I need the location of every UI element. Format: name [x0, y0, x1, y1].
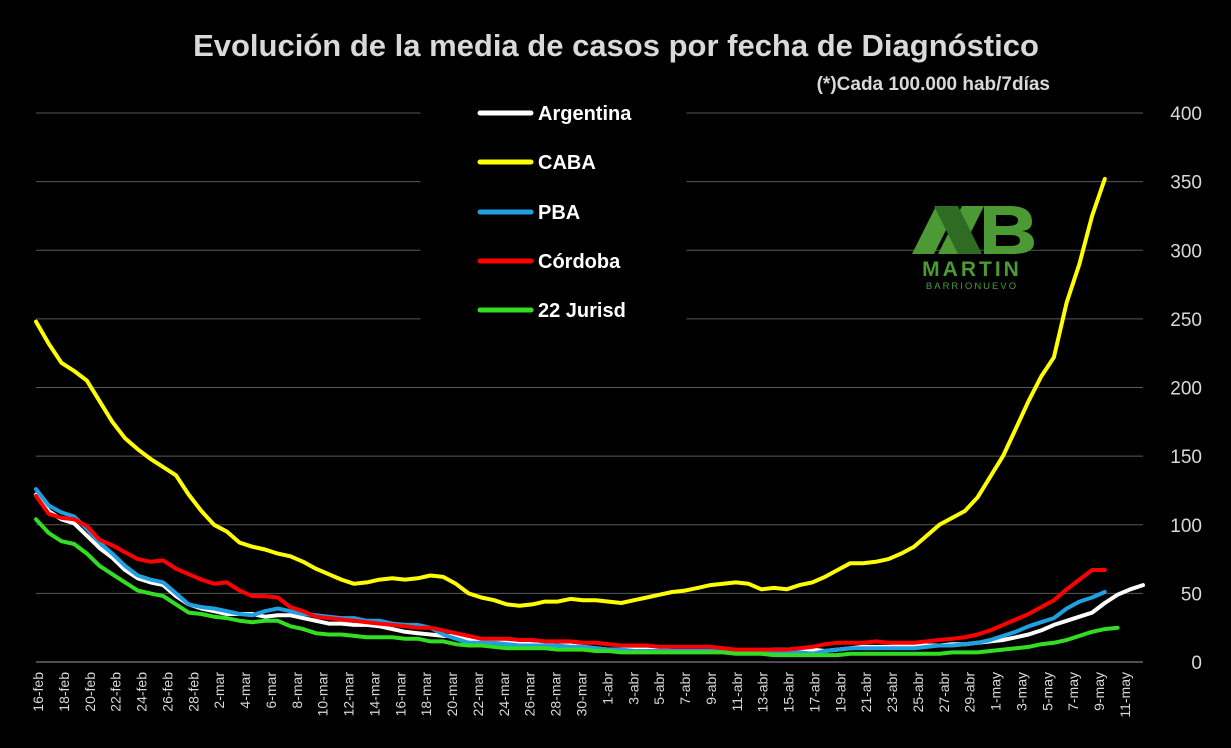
mb-monogram-icon — [912, 206, 1034, 254]
y-tick-label-350: 350 — [1170, 173, 1202, 194]
watermark-name: MARTIN — [922, 258, 1022, 281]
y-tick-label-150: 150 — [1170, 447, 1202, 468]
x-tick-label-8-mar: 8-mar — [289, 672, 305, 709]
x-tick-label-9-may: 9-may — [1091, 672, 1107, 711]
x-tick-label-17-abr: 17-abr — [806, 672, 822, 713]
x-tick-label-3-may: 3-may — [1013, 672, 1029, 711]
x-tick-label-3-abr: 3-abr — [625, 672, 641, 705]
x-tick-label-18-mar: 18-mar — [418, 672, 434, 717]
x-tick-label-4-mar: 4-mar — [237, 672, 253, 709]
y-tick-label-250: 250 — [1170, 310, 1202, 331]
x-tick-label-19-abr: 19-abr — [832, 672, 848, 713]
legend-label-argentina: Argentina — [538, 103, 632, 125]
x-tick-label-14-mar: 14-mar — [366, 672, 382, 717]
x-tick-label-16-mar: 16-mar — [392, 672, 408, 717]
x-tick-label-26-mar: 26-mar — [522, 672, 538, 717]
y-axis-ticks: 0 50 100 150 200 250 300 350 400 — [1170, 104, 1202, 674]
y-tick-label-300: 300 — [1170, 241, 1202, 262]
x-tick-label-27-abr: 27-abr — [936, 672, 952, 713]
series-line-pba — [34, 487, 1107, 656]
y-tick-label-100: 100 — [1170, 516, 1202, 537]
watermark-subname: BARRIONUEVO — [926, 281, 1018, 292]
x-tick-label-12-mar: 12-mar — [341, 672, 357, 717]
legend-label-cordoba: Córdoba — [538, 251, 621, 273]
x-tick-label-6-mar: 6-mar — [263, 672, 279, 709]
x-tick-label-10-mar: 10-mar — [315, 672, 331, 717]
x-tick-label-5-abr: 5-abr — [651, 672, 667, 705]
y-tick-label-0: 0 — [1191, 653, 1202, 674]
series-line-cordoba — [34, 493, 1107, 652]
y-tick-label-50: 50 — [1181, 584, 1202, 605]
x-tick-label-7-may: 7-may — [1065, 672, 1081, 711]
chart-subtitle: (*)Cada 100.000 hab/7días — [817, 74, 1050, 95]
x-axis-ticks: 16-feb 18-feb 20-feb 22-feb 24-feb 26-feb 28-f… — [30, 672, 1133, 718]
y-tick-label-200: 200 — [1170, 379, 1202, 400]
y-tick-label-400: 400 — [1170, 104, 1202, 125]
x-tick-label-5-may: 5-may — [1039, 672, 1055, 711]
x-tick-label-22-feb: 22-feb — [108, 672, 124, 712]
x-tick-label-13-abr: 13-abr — [755, 672, 771, 713]
x-tick-label-7-abr: 7-abr — [677, 672, 693, 705]
x-tick-label-21-abr: 21-abr — [858, 672, 874, 713]
watermark-logo: MARTIN BARRIONUEVO — [912, 206, 1034, 292]
legend: Argentina CABA PBA Córdoba 22 Jurisd — [420, 87, 687, 335]
x-tick-label-22-mar: 22-mar — [470, 672, 486, 717]
x-tick-label-20-feb: 20-feb — [82, 672, 98, 712]
x-tick-label-30-mar: 30-mar — [574, 672, 590, 717]
x-tick-label-24-mar: 24-mar — [496, 672, 512, 717]
x-tick-label-24-feb: 24-feb — [134, 672, 150, 712]
x-tick-label-28-mar: 28-mar — [548, 672, 564, 717]
x-tick-label-20-mar: 20-mar — [444, 672, 460, 717]
x-tick-label-25-abr: 25-abr — [910, 672, 926, 713]
series-lines — [34, 176, 1145, 658]
series-line-caba — [34, 176, 1107, 608]
chart-title: Evolución de la media de casos por fecha… — [193, 28, 1039, 63]
x-tick-label-23-abr: 23-abr — [884, 672, 900, 713]
legend-box — [420, 87, 687, 335]
legend-label-caba: CABA — [538, 152, 596, 174]
legend-label-22-jurisd: 22 Jurisd — [538, 300, 626, 322]
x-tick-label-16-feb: 16-feb — [30, 672, 46, 712]
legend-label-pba: PBA — [538, 202, 580, 224]
x-tick-label-1-may: 1-may — [988, 672, 1004, 711]
x-tick-label-9-abr: 9-abr — [703, 672, 719, 705]
x-tick-label-1-abr: 1-abr — [599, 672, 615, 705]
x-tick-label-28-feb: 28-feb — [185, 672, 201, 712]
x-tick-label-29-abr: 29-abr — [962, 672, 978, 713]
x-tick-label-11-abr: 11-abr — [729, 672, 745, 712]
series-line-22-jurisd — [34, 517, 1120, 658]
x-tick-label-18-feb: 18-feb — [56, 672, 72, 712]
x-tick-label-2-mar: 2-mar — [211, 672, 227, 709]
x-tick-label-15-abr: 15-abr — [781, 672, 797, 713]
x-tick-label-26-feb: 26-feb — [159, 672, 175, 712]
x-tick-label-11-may: 11-may — [1117, 672, 1133, 718]
